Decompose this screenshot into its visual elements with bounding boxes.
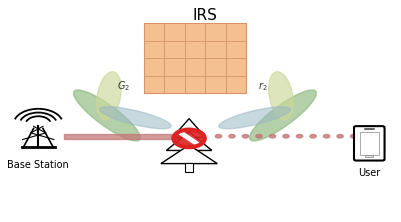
Text: $r_2$: $r_2$ [257,80,267,93]
FancyBboxPatch shape [353,126,384,161]
Circle shape [255,135,261,138]
Ellipse shape [249,90,316,141]
Circle shape [323,135,329,138]
Circle shape [282,135,288,138]
Bar [185,163,192,172]
Text: $G_2$: $G_2$ [116,79,130,93]
Ellipse shape [73,90,140,141]
Polygon shape [144,23,245,93]
Text: User: User [357,168,379,178]
Circle shape [309,135,316,138]
Polygon shape [172,119,205,137]
Ellipse shape [99,107,171,129]
Circle shape [269,135,275,138]
Bar [359,132,378,155]
Circle shape [215,135,221,138]
Polygon shape [160,145,217,164]
Ellipse shape [218,107,290,129]
Bar [365,155,372,157]
Circle shape [296,135,302,138]
Circle shape [242,135,248,138]
Circle shape [336,135,342,138]
Text: Base Station: Base Station [7,160,69,170]
Polygon shape [166,132,211,151]
Ellipse shape [96,72,121,120]
Ellipse shape [268,72,293,120]
Circle shape [173,130,204,147]
Circle shape [350,135,356,138]
Text: IRS: IRS [192,8,217,23]
Circle shape [228,135,235,138]
